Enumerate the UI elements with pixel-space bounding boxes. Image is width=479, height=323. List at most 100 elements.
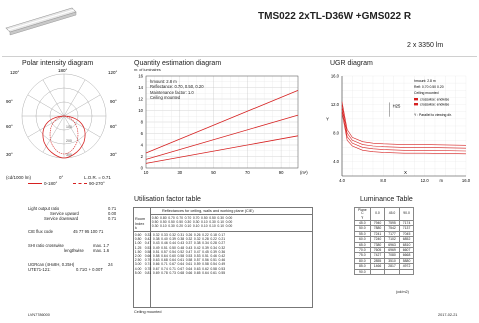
ugr-x-tick: 4.0 — [339, 178, 345, 183]
polar-diagram: 120° 180° 120° 90° 60° 30° 90° 60° 30° 1… — [4, 68, 124, 183]
luminance-value: 7045 — [398, 230, 415, 238]
utilisation-cell: 0.46 — [218, 258, 226, 263]
utilisation-cell: 0.55 — [218, 270, 226, 275]
utilisation-cell: 0.66 — [152, 262, 160, 267]
utilisation-cell: 0.57 — [161, 249, 168, 254]
reflectance-cell: 0.10 — [201, 220, 208, 225]
utilisation-cell: 0.33 — [144, 233, 152, 237]
quantity-x-tick: 70 — [245, 170, 250, 175]
room-index-k: 0.80 — [134, 237, 142, 242]
polar-radial-100: 100 — [66, 125, 72, 129]
luminance-angle: 65.0 — [354, 241, 371, 249]
utilisation-cell: 0.28 — [210, 241, 217, 246]
luminance-row: 45.0 7940 7595 7174 — [354, 219, 415, 227]
polar-radial-200: 200 — [66, 139, 72, 143]
ugr-y-tick: 8.0 — [333, 131, 339, 136]
utilisation-cell: 0.71 — [169, 266, 176, 271]
luminance-table-wrap: Plane C γ 0.0 45.0 90.0 45.0 7940 7595 7174 50.0… — [354, 207, 415, 276]
luminance-row: 60.0 7240 7102 6852 — [354, 236, 415, 243]
utilisation-cell: 0.58 — [210, 266, 217, 271]
room-index-k: 1.50 — [134, 249, 142, 254]
utilisation-cell: 0.34 — [210, 245, 217, 250]
utilisation-row-label-index: Index — [135, 221, 145, 226]
utilisation-cell: 0.62 — [202, 266, 209, 271]
quantity-y-tick: 12 — [138, 97, 143, 102]
utilisation-cell: 0.32 — [193, 237, 201, 242]
ugr-x-axis-label: X — [404, 170, 407, 175]
ugr-y-tick: 12.0 — [331, 102, 340, 107]
luminance-value: 4972 — [398, 263, 415, 270]
utilisation-cell: 0.38 — [193, 241, 201, 246]
reflectance-cell: 0.00 — [225, 216, 233, 220]
ugr-y-tick: 4.0 — [333, 159, 339, 164]
quantity-x-tick: 50 — [211, 170, 216, 175]
utilisation-cell: 0.47 — [185, 249, 193, 254]
utilisation-row: 3.00 0.74 0.66 0.71 0.67 0.64 0.61 0.59 0.58 0.54… — [134, 262, 226, 266]
luminance-angle: 75.0 — [354, 252, 371, 259]
luminance-title: Luminance Table — [360, 196, 413, 203]
luminance-header: Plane C γ — [354, 207, 371, 221]
utilisation-cell: 0.64 — [185, 266, 193, 271]
spec-ugr-label: UGRcan (4Hx8H, 0.25H) — [28, 262, 75, 267]
quantity-info: hmount: 2.8 m Reflectance: 0.70, 0.50, 0… — [150, 79, 204, 100]
luminance-value: 7137 — [398, 225, 415, 232]
spec-lor-value: 0.71 — [108, 206, 117, 211]
ugr-legend-1: crosswise: endwise — [420, 97, 449, 101]
utilisation-cell: 0.40 — [161, 237, 168, 242]
utilisation-cell: 0.54 — [210, 262, 217, 267]
room-index-k: 2.50 — [134, 258, 142, 263]
spec-cie-label: CIE flux code — [28, 229, 53, 234]
reflectance-cell: 0.50 — [151, 220, 159, 225]
utilisation-cell: 0.81 — [144, 270, 152, 275]
quantity-line-1 — [145, 114, 299, 160]
spec-ugr-value: 24 — [108, 262, 113, 267]
reflectance-cell: 0.70 — [192, 216, 200, 220]
polar-angle-top-right: 120° — [108, 70, 118, 75]
utilisation-header: Reflectances for ceiling, walls and work… — [162, 209, 254, 213]
utilisation-footer: Ceiling mounted — [134, 310, 162, 314]
utilisation-cell: 0.43 — [177, 241, 185, 246]
luminance-unit: (cd/m2) — [396, 290, 409, 294]
utilisation-cell: 0.74 — [161, 266, 168, 271]
reflectance-cell: 0.10 — [217, 224, 225, 229]
quantity-x-tick: 90 — [279, 170, 284, 175]
luminance-angle: 70.0 — [354, 246, 371, 254]
luminance-angle: 60.0 — [354, 236, 371, 243]
ugr-x-tick: 16.0 — [462, 178, 471, 183]
utilisation-row: 4.00 0.78 0.67 0.74 0.71 0.67 0.64 0.63 0.62 0.58… — [134, 267, 226, 271]
reflectance-cell: 0.30 — [184, 220, 192, 225]
room-index-k: 1.00 — [134, 241, 142, 246]
reflectance-cell: 0.80 — [151, 216, 159, 220]
polar-angle-left-60: 60° — [6, 124, 13, 129]
utilisation-cell: 0.54 — [169, 249, 176, 254]
utilisation-cell: 0.47 — [193, 249, 201, 254]
polar-legend-0-180: 0-180° — [44, 181, 58, 186]
utilisation-values-table: 0.60 0.33 0.32 0.33 0.32 0.31 0.26 0.26 0.22 0.18… — [134, 233, 226, 275]
luminance-value: 6607 — [398, 246, 415, 254]
ugr-line-1 — [341, 105, 467, 149]
quantity-y-tick: 0 — [141, 166, 144, 171]
ugr-x-tick: 8.0 — [380, 178, 386, 183]
utilisation-cell: 0.22 — [210, 237, 217, 242]
quantity-x-tick: 30 — [177, 170, 182, 175]
utilisation-cell: 0.32 — [152, 233, 160, 237]
utilisation-cell: 0.65 — [193, 270, 201, 275]
polar-angle-top-left: 120° — [10, 70, 20, 75]
ugr-x-tick: m — [439, 178, 443, 183]
polar-unit: (cd/1000 lm) — [6, 175, 32, 180]
spec-shr-length-value: max. 1.6 — [93, 248, 110, 253]
utilisation-cell: 0.26 — [193, 233, 201, 237]
luminance-row: 85.0 1466 2817 4972 — [354, 263, 415, 270]
utilisation-cell: 0.26 — [185, 233, 193, 237]
utilisation-cell: 0.58 — [202, 262, 209, 267]
utilisation-cell: 0.39 — [210, 249, 217, 254]
polar-legend-90-270: 90-270° — [89, 181, 105, 186]
product-subtitle: 2 x 3350 lm — [407, 42, 444, 49]
spec-ute-label: UTE71-121: — [28, 267, 51, 272]
quantity-y-tick: 4 — [141, 143, 144, 148]
utilisation-cell: 0.66 — [185, 270, 193, 275]
utilisation-cell: 0.49 — [152, 245, 160, 250]
reflectance-cell: 0.10 — [209, 224, 216, 229]
reflectance-cell: 0.30 — [217, 216, 225, 220]
